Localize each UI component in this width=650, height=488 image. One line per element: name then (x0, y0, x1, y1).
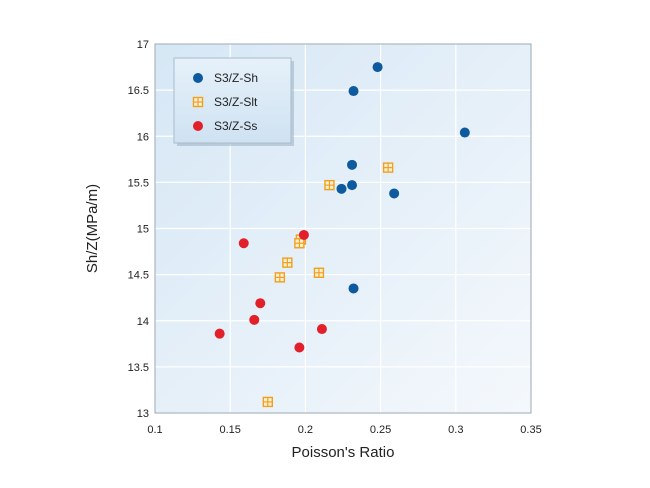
y-tick-label: 16 (137, 131, 149, 143)
data-point (316, 324, 327, 335)
data-point (347, 159, 358, 170)
data-point (262, 396, 273, 408)
legend-label: S3/Z-Slt (214, 95, 258, 109)
y-tick-label: 17 (137, 39, 149, 51)
legend-label: S3/Z-Sh (214, 71, 258, 85)
y-tick-label: 14 (137, 316, 149, 328)
x-tick-label: 0.35 (520, 424, 541, 436)
data-point (274, 272, 286, 283)
y-tick-label: 13.5 (128, 362, 149, 374)
y-tick-label: 15 (137, 224, 149, 236)
data-points (214, 62, 470, 408)
x-tick-label: 0.1 (147, 424, 162, 436)
legend-label: S3/Z-Ss (214, 119, 257, 133)
y-axis-title: Sh/Z(MPa/m) (84, 184, 101, 273)
y-tick-label: 14.5 (128, 270, 149, 282)
legend-marker (192, 96, 204, 108)
data-point (459, 127, 470, 138)
data-point (214, 328, 225, 339)
y-tick-label: 16.5 (128, 85, 149, 97)
y-tick-label: 13 (137, 408, 149, 420)
data-point (249, 314, 260, 325)
data-point (282, 257, 293, 268)
x-tick-label: 0.2 (298, 424, 313, 436)
data-point (372, 62, 383, 73)
legend: S3/Z-Sh S3/Z-Slt S3/Z-Ss (173, 57, 294, 146)
data-point (324, 179, 335, 191)
legend-marker (193, 121, 203, 131)
plot-border (154, 43, 532, 414)
x-tick-label: 0.25 (370, 424, 391, 436)
data-point (348, 86, 359, 97)
y-tick-label: 15.5 (128, 177, 149, 189)
data-point (298, 229, 309, 240)
data-point (294, 238, 305, 249)
data-point (238, 238, 249, 249)
data-point (348, 283, 359, 294)
x-tick-label: 0.3 (448, 424, 463, 436)
data-point (382, 162, 394, 173)
data-point (336, 183, 347, 194)
legend-marker (193, 73, 203, 83)
data-point (313, 267, 325, 278)
data-point (294, 342, 305, 353)
data-point (389, 188, 400, 199)
x-tick-label: 0.15 (219, 424, 240, 436)
tick-labels: 0.1 0.15 0.2 0.25 0.3 0.35 13 13.5 14 14.5 15 15.5 1… (128, 39, 542, 436)
x-axis-title: Poisson's Ratio (292, 444, 395, 461)
data-point (255, 298, 266, 309)
data-point (347, 180, 358, 191)
